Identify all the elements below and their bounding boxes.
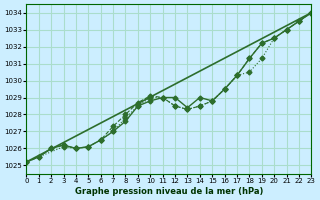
X-axis label: Graphe pression niveau de la mer (hPa): Graphe pression niveau de la mer (hPa): [75, 187, 263, 196]
